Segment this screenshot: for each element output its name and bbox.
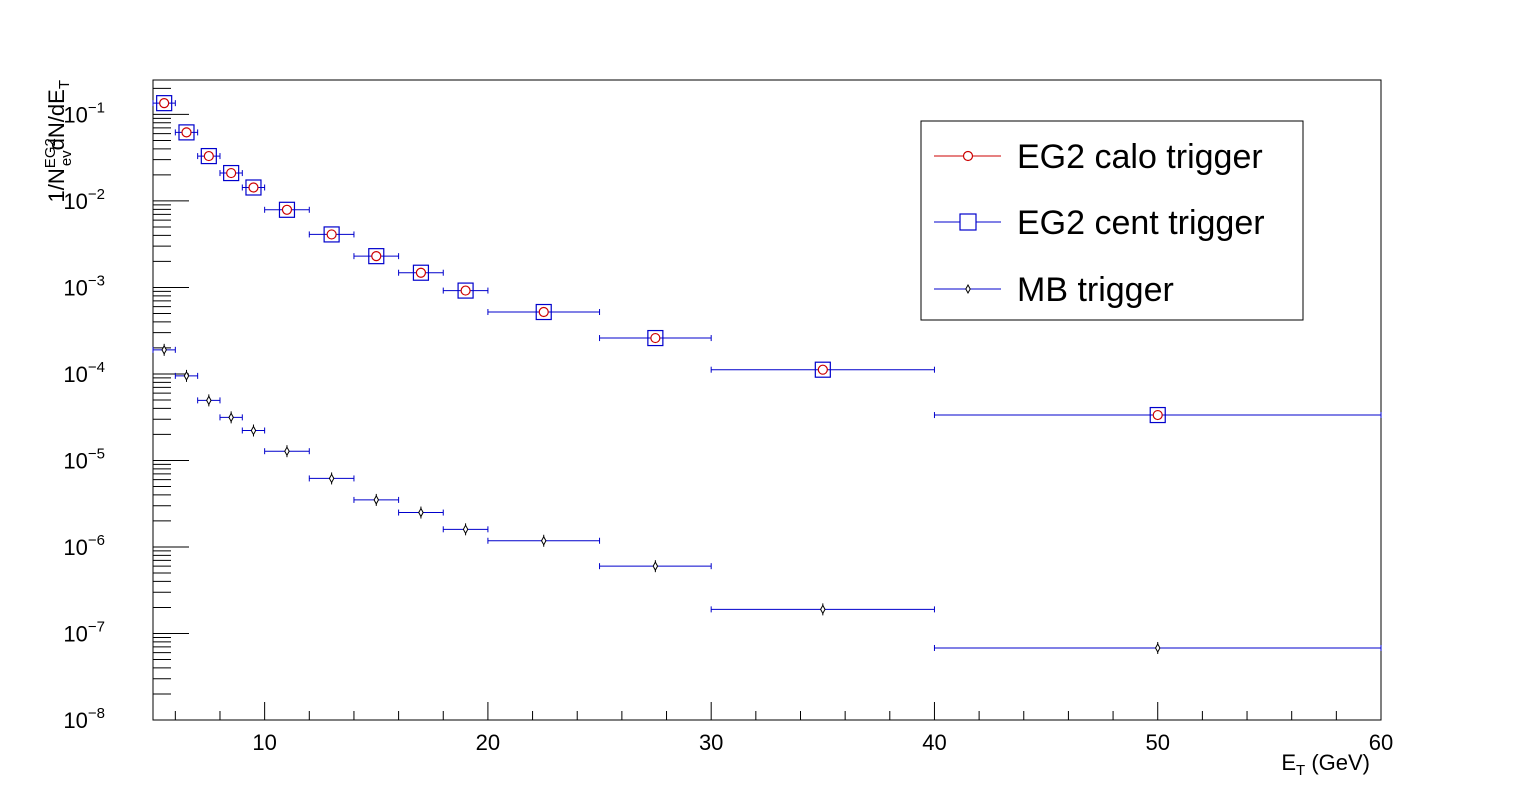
data-point <box>817 364 828 375</box>
data-point <box>223 164 240 182</box>
legend-item: EG2 calo trigger <box>934 138 1263 176</box>
data-point <box>284 446 290 457</box>
x-tick-label: 60 <box>1369 730 1393 755</box>
legend-box <box>920 120 1304 321</box>
y-tick-label: 10−8 <box>63 705 105 733</box>
legend-label: EG2 cent trigger <box>1017 204 1265 242</box>
y-tick-label: 10−2 <box>63 186 105 214</box>
data-point <box>814 361 831 378</box>
data-point <box>250 425 257 436</box>
y-tick-label: 10−6 <box>63 532 105 560</box>
data-point <box>412 264 430 281</box>
y-axis-label: 1/NEG2evdN/dET <box>42 80 75 202</box>
series-mb-trigger <box>152 343 1382 654</box>
data-point <box>457 282 474 299</box>
data-point <box>278 201 296 218</box>
data-point <box>650 332 661 344</box>
data-point <box>540 535 547 546</box>
data-point <box>206 395 212 406</box>
data-point <box>535 303 552 321</box>
y-minor-ticks <box>153 87 171 695</box>
data-point <box>1149 406 1166 424</box>
legend-label: EG2 calo trigger <box>1017 138 1263 176</box>
data-point <box>326 229 337 240</box>
x-axis-ticks: 10 20 30 40 50 60 <box>174 702 1393 755</box>
data-point <box>460 285 471 296</box>
data-point <box>373 494 380 505</box>
y-tick-label: 10−7 <box>63 618 105 646</box>
x-tick-label: 20 <box>476 730 500 755</box>
data-point <box>245 179 262 196</box>
data-point <box>248 182 259 193</box>
x-tick-label: 30 <box>699 730 723 755</box>
data-point <box>538 306 549 318</box>
data-point <box>1152 409 1163 421</box>
y-tick-label: 10−3 <box>63 272 105 300</box>
legend-item: MB trigger <box>934 271 1174 309</box>
data-point <box>820 604 826 615</box>
data-point <box>226 167 237 179</box>
data-point <box>203 150 214 162</box>
data-point <box>159 98 170 109</box>
data-point <box>228 412 234 423</box>
legend-label: MB trigger <box>1017 271 1174 309</box>
data-point <box>281 204 293 215</box>
data-point <box>200 147 217 165</box>
y-axis-ticks: 10−1 10−2 10−3 10−4 10−5 10−6 10−7 10−8 <box>63 99 189 733</box>
data-point <box>181 127 192 138</box>
legend-item: EG2 cent trigger <box>934 204 1265 242</box>
data-point <box>156 95 173 112</box>
y-tick-label: 10−4 <box>63 359 105 387</box>
legend-marker <box>965 283 971 295</box>
y-tick-label: 10−5 <box>63 445 105 473</box>
legend-marker <box>959 213 977 231</box>
data-point <box>371 251 382 262</box>
data-point <box>415 267 427 278</box>
data-point <box>323 226 340 243</box>
y-tick-label: 10−1 <box>63 99 105 127</box>
data-point <box>652 561 659 572</box>
data-marks <box>152 95 1382 654</box>
series-eg2-cent-trigger <box>156 95 1166 424</box>
x-tick-label: 10 <box>252 730 276 755</box>
data-point <box>328 473 335 484</box>
data-point <box>1154 642 1161 654</box>
data-point <box>462 524 469 535</box>
data-point <box>161 344 167 355</box>
legend-marker <box>962 150 974 162</box>
data-point <box>178 124 195 141</box>
data-point <box>183 370 190 381</box>
x-axis-label: ET (GeV) <box>1281 750 1370 779</box>
legend: EG2 calo trigger EG2 cent trigger MB trigg… <box>920 120 1304 321</box>
data-point <box>368 248 385 265</box>
x-tick-label: 50 <box>1145 730 1169 755</box>
data-point <box>647 329 664 347</box>
x-tick-label: 40 <box>922 730 946 755</box>
data-point <box>418 507 424 518</box>
